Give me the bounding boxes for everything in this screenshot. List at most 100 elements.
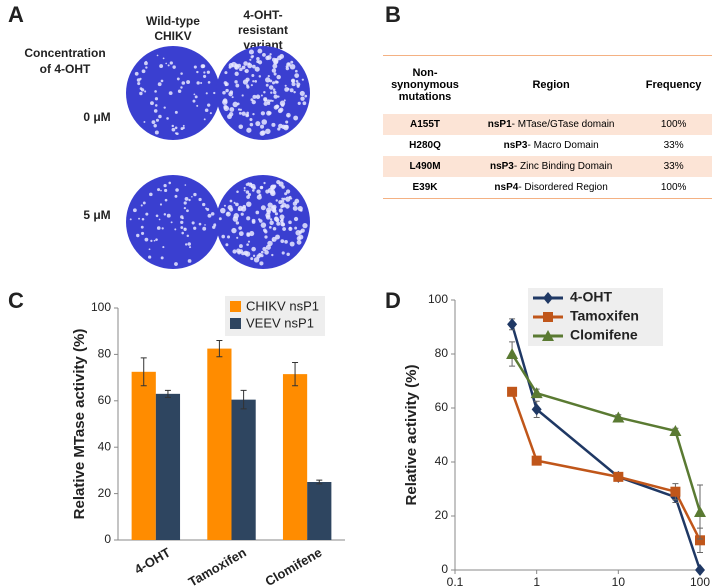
plaque — [239, 244, 243, 249]
plaque — [269, 218, 273, 221]
plaque — [290, 197, 293, 200]
plaque — [238, 226, 243, 230]
plaque — [226, 212, 230, 215]
plaque — [141, 69, 146, 74]
plaque — [245, 190, 250, 194]
plaque — [267, 202, 273, 208]
column-header: Wild-type — [146, 14, 200, 28]
plaque — [153, 239, 156, 242]
plaque — [227, 114, 232, 120]
legend-label: Clomifene — [570, 327, 638, 343]
plaque — [243, 189, 246, 192]
plaque — [296, 236, 302, 241]
marker — [695, 564, 705, 576]
plaque — [248, 49, 254, 55]
plaque — [281, 197, 284, 200]
plaque — [139, 87, 143, 91]
region: - MTase/GTase domain — [511, 119, 615, 130]
plaque — [245, 77, 250, 82]
plaque — [265, 83, 269, 87]
plaque — [261, 119, 268, 125]
panel-label: C — [8, 288, 24, 313]
plaque — [263, 97, 268, 102]
plaque — [154, 97, 159, 101]
plaque — [275, 199, 278, 202]
cell: A155T — [383, 114, 467, 135]
plaque — [249, 117, 253, 122]
plaque — [184, 197, 189, 201]
plaque — [234, 71, 239, 76]
plaque — [249, 230, 255, 237]
marker — [507, 318, 518, 331]
plaque — [203, 74, 207, 79]
plaque — [223, 204, 226, 207]
plaque — [246, 201, 252, 207]
plaque — [153, 109, 158, 113]
plaque — [140, 225, 144, 229]
plaque — [204, 224, 206, 226]
plaque — [154, 130, 159, 135]
plaque — [272, 63, 278, 69]
plaque — [181, 81, 186, 85]
plaque — [251, 100, 256, 105]
plaque — [267, 111, 272, 115]
plaque — [202, 226, 207, 231]
plaque — [229, 107, 235, 112]
plaque — [155, 118, 159, 122]
plaque — [241, 111, 246, 116]
legend-swatch — [230, 301, 241, 312]
plaque — [234, 66, 238, 70]
plaque — [273, 72, 277, 76]
plaque — [285, 120, 289, 124]
plaque — [236, 190, 239, 194]
plaque — [181, 231, 184, 235]
plaque — [176, 77, 180, 81]
protein: nsP3 — [489, 161, 514, 172]
plaque — [149, 192, 153, 197]
error-bar — [164, 389, 171, 398]
series-line — [510, 323, 702, 571]
plaque — [191, 195, 193, 198]
plaque — [297, 206, 303, 212]
cell: 33% — [663, 140, 684, 151]
plaque — [241, 206, 247, 212]
plaque — [295, 79, 299, 83]
plaque — [243, 61, 248, 66]
plaque — [238, 124, 244, 130]
plaque — [174, 110, 178, 114]
plaque — [203, 71, 206, 74]
plaque — [259, 185, 264, 190]
panel-label: A — [8, 2, 24, 27]
marker — [531, 455, 542, 466]
plaque — [285, 189, 291, 194]
plaque — [272, 88, 276, 92]
x-tick-label: 100 — [690, 575, 710, 586]
plaque — [297, 101, 301, 105]
plaque — [182, 124, 185, 127]
plaque — [246, 111, 249, 115]
plaque — [280, 204, 284, 209]
plaque — [266, 99, 271, 104]
plaque — [246, 243, 249, 246]
plaque — [272, 226, 277, 231]
plaque — [246, 216, 251, 221]
protein: nsP1 — [487, 119, 512, 130]
plaque — [184, 243, 188, 246]
bar — [282, 374, 308, 540]
plaque — [204, 108, 209, 113]
plaque — [273, 94, 278, 99]
plaque — [168, 91, 173, 96]
plaque — [252, 94, 257, 99]
plaque — [155, 214, 159, 218]
plaque — [202, 202, 206, 207]
plaque — [136, 233, 140, 238]
plaque — [294, 73, 300, 78]
plaque — [232, 249, 237, 254]
plaque — [233, 216, 236, 219]
plaque — [276, 221, 281, 226]
plaque — [155, 238, 158, 241]
plaque — [265, 77, 271, 83]
plaque — [258, 75, 262, 78]
plaque — [280, 103, 285, 107]
plaque — [163, 213, 167, 216]
